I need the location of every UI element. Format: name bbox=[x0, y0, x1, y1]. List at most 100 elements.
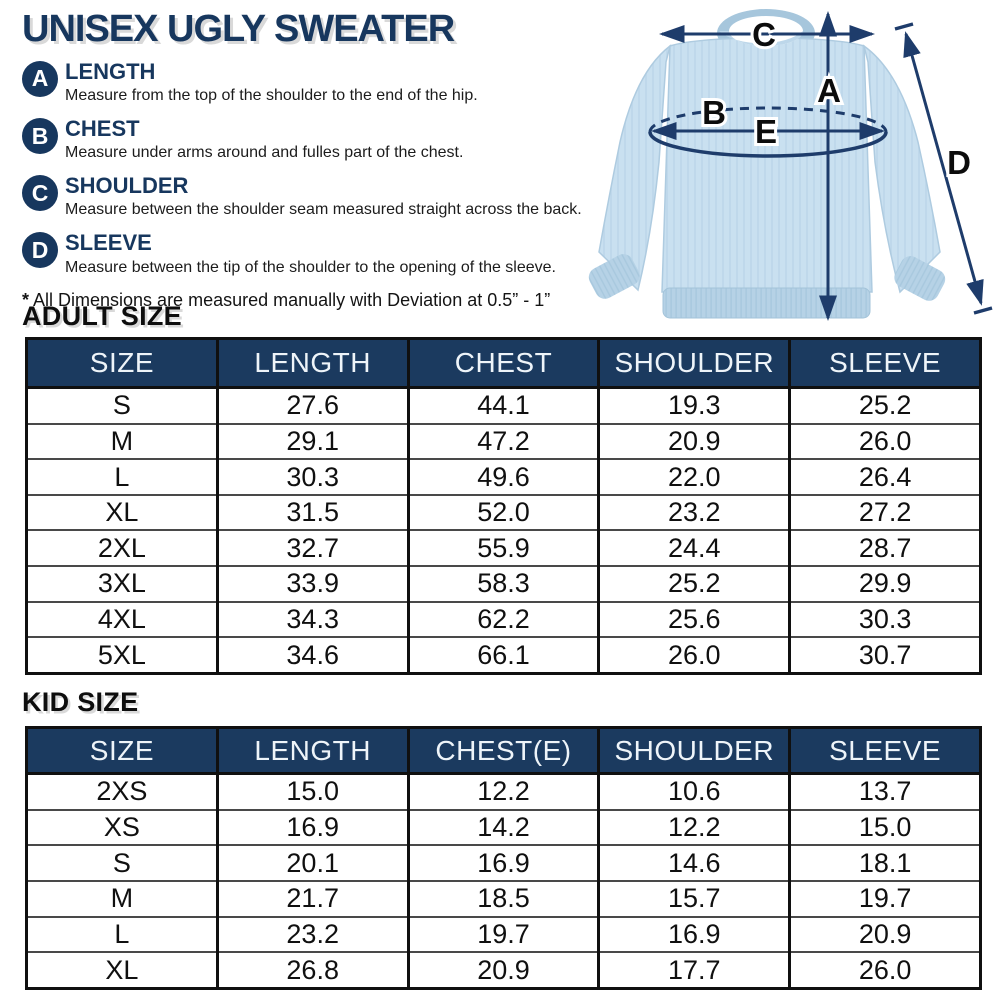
table-cell: 19.7 bbox=[788, 880, 981, 917]
measurement-text: SHOULDER Measure between the shoulder se… bbox=[65, 174, 582, 222]
table-cell: M bbox=[110, 883, 134, 914]
table-cell: 19.3 bbox=[597, 387, 790, 424]
table-cell: 32.7 bbox=[215, 530, 409, 567]
table-cell: XS bbox=[103, 812, 140, 843]
kid-size-table: SIZE LENGTH CHEST(E) SHOULDER SLEEVE 2XS 15.0 1… bbox=[25, 726, 982, 990]
table-cell: 20.9 bbox=[788, 916, 981, 953]
adult-size-table: SIZE LENGTH CHEST SHOULDER SLEEVE S 27.6 44.1 19… bbox=[25, 337, 982, 675]
table-cell: 30.3 bbox=[215, 459, 409, 495]
measurement-item-sleeve: D SLEEVE Measure between the tip of the … bbox=[22, 231, 587, 279]
measurement-label: SHOULDER bbox=[65, 173, 189, 199]
table-cell: 66.1 bbox=[406, 637, 599, 674]
table-row: L 30.3 49.6 22.0 26.4 bbox=[26, 459, 981, 495]
table-cell: 33.9 bbox=[215, 566, 409, 602]
measurement-text: LENGTH Measure from the top of the shoul… bbox=[65, 59, 478, 108]
table-cell: 29.1 bbox=[215, 423, 409, 460]
table-cell: 30.7 bbox=[788, 637, 981, 674]
table-cell: 26.0 bbox=[597, 637, 790, 674]
measurement-item-length: A LENGTH Measure from the top of the sho… bbox=[22, 59, 587, 108]
column-header: CHEST(E) bbox=[406, 727, 599, 775]
measurement-label: SLEEVE bbox=[65, 230, 152, 256]
column-header: SIZE bbox=[26, 727, 218, 775]
letter-b-badge: B bbox=[22, 118, 58, 155]
table-cell: 25.2 bbox=[597, 566, 790, 602]
table-cell: 26.0 bbox=[788, 423, 981, 460]
table-cell: S bbox=[112, 390, 131, 421]
table-row: XL 31.5 52.0 23.2 27.2 bbox=[26, 494, 981, 531]
letter-a-badge: A bbox=[22, 60, 58, 97]
diagram-label-d: D bbox=[947, 144, 971, 181]
table-row: 2XS 15.0 12.2 10.6 13.7 bbox=[27, 773, 981, 810]
header-section: UNISEX UGLY SWEATER A LENGTH Measure fro… bbox=[22, 8, 587, 311]
column-header: CHEST bbox=[406, 338, 599, 389]
table-cell: M bbox=[110, 426, 134, 456]
table-cell: 47.2 bbox=[406, 423, 599, 460]
table-cell: 4XL bbox=[97, 603, 146, 634]
table-cell: 5XL bbox=[97, 639, 146, 670]
table-cell: 17.7 bbox=[597, 952, 790, 989]
table-row: S 27.6 44.1 19.3 25.2 bbox=[27, 387, 981, 424]
table-cell: XL bbox=[105, 954, 139, 985]
table-cell: 28.7 bbox=[788, 530, 981, 567]
sweater-illustration bbox=[588, 9, 946, 319]
measurement-description: Measure between the tip of the shoulder … bbox=[65, 258, 556, 276]
sleeve-cap-bottom bbox=[973, 306, 993, 315]
header-row: SIZE LENGTH CHEST(E) SHOULDER SLEEVE bbox=[26, 727, 981, 775]
table-cell: 18.1 bbox=[788, 845, 981, 881]
table-cell: 15.0 bbox=[215, 773, 409, 810]
table-cell: 10.6 bbox=[597, 773, 790, 810]
table-cell: 26.4 bbox=[788, 459, 981, 495]
chest-ellipse-solid bbox=[648, 131, 888, 158]
table-cell: 14.6 bbox=[597, 845, 790, 881]
table-cell: 18.5 bbox=[406, 880, 599, 917]
table-cell: 27.2 bbox=[788, 494, 981, 531]
table-cell: 25.6 bbox=[597, 601, 790, 638]
measurement-item-chest: B CHEST Measure under arms around and fu… bbox=[22, 116, 587, 165]
table-cell: 14.2 bbox=[406, 809, 599, 846]
measurement-text: CHEST Measure under arms around and full… bbox=[65, 116, 464, 165]
column-header: LENGTH bbox=[215, 338, 409, 389]
table-cell: XL bbox=[105, 497, 139, 528]
sleeve-cap-top bbox=[894, 22, 914, 31]
page-title: UNISEX UGLY SWEATER bbox=[22, 8, 455, 50]
table-cell: 55.9 bbox=[406, 530, 599, 567]
measurement-description: Measure from the top of the shoulder to … bbox=[65, 87, 478, 105]
table-cell: L bbox=[114, 918, 130, 949]
table-cell: 26.0 bbox=[788, 952, 981, 989]
asterisk: * bbox=[22, 289, 30, 310]
table-row: 4XL 34.3 62.2 25.6 30.3 bbox=[26, 601, 981, 638]
table-cell: 12.2 bbox=[406, 773, 599, 810]
diagram-label-b: B bbox=[702, 94, 726, 131]
table-cell: 16.9 bbox=[406, 845, 599, 881]
table-row: XL 26.8 20.9 17.7 26.0 bbox=[26, 952, 981, 989]
deviation-note: * All Dimensions are measured manually wi… bbox=[22, 290, 587, 311]
header-row: SIZE LENGTH CHEST SHOULDER SLEEVE bbox=[26, 338, 981, 389]
table-cell: 52.0 bbox=[406, 494, 599, 531]
measurement-label: CHEST bbox=[65, 116, 140, 142]
table-cell: 62.2 bbox=[406, 601, 599, 638]
column-header: SHOULDER bbox=[597, 727, 790, 775]
kid-size-heading: KID SIZE bbox=[22, 687, 139, 717]
table-cell: 29.9 bbox=[788, 566, 981, 602]
letter-d-badge: D bbox=[22, 232, 58, 269]
table-cell: 20.9 bbox=[597, 423, 790, 460]
table-cell: 58.3 bbox=[406, 566, 599, 602]
measurement-text: SLEEVE Measure between the tip of the sh… bbox=[65, 231, 556, 279]
table-cell: 31.5 bbox=[215, 494, 409, 531]
table-row: 5XL 34.6 66.1 26.0 30.7 bbox=[26, 637, 981, 674]
table-cell: 20.9 bbox=[406, 952, 599, 989]
table-cell: 19.7 bbox=[406, 916, 599, 953]
table-row: S 20.1 16.9 14.6 18.1 bbox=[26, 845, 981, 881]
table-row: XS 16.9 14.2 12.2 15.0 bbox=[26, 809, 981, 846]
table-cell: 26.8 bbox=[215, 952, 409, 989]
column-header: SLEEVE bbox=[788, 338, 981, 389]
measurement-description: Measure under arms around and fulles par… bbox=[65, 144, 464, 162]
chest-ellipse-dashed bbox=[648, 106, 888, 133]
table-cell: 22.0 bbox=[597, 459, 790, 495]
sweater-diagram: A B C D E bbox=[588, 9, 993, 321]
measurement-description: Measure between the shoulder seam measur… bbox=[65, 201, 582, 219]
table-cell: L bbox=[114, 461, 130, 492]
table-cell: 34.6 bbox=[215, 637, 409, 674]
table-cell: 15.0 bbox=[788, 809, 981, 846]
letter-c-badge: C bbox=[22, 175, 58, 212]
